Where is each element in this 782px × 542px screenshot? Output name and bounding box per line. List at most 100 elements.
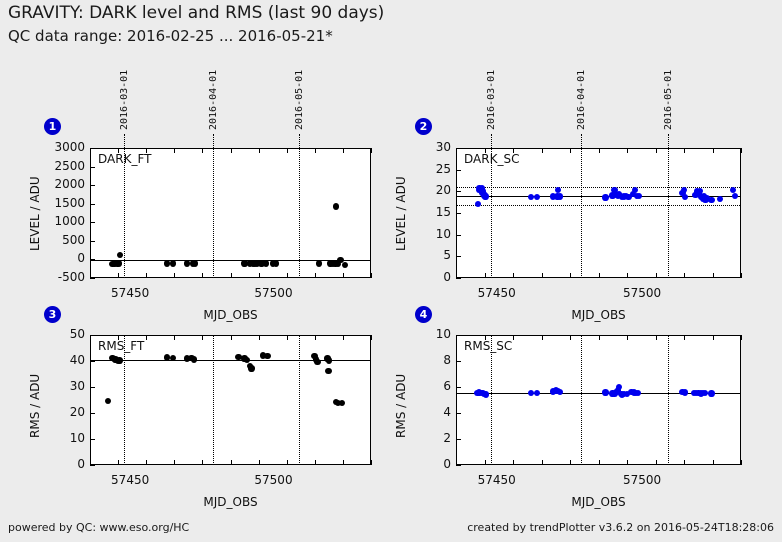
x-tick-mark [712, 335, 714, 340]
x-tick-mark [342, 335, 344, 340]
data-point [264, 352, 271, 359]
y-tick-mark [456, 169, 461, 171]
reference-line [91, 260, 370, 262]
data-point [325, 367, 332, 375]
data-point [235, 353, 242, 360]
x-tick-mark [598, 335, 600, 340]
y-tick-label: 5 [443, 248, 451, 263]
y-tick-label: 10 [69, 431, 85, 445]
x-tick-label: 57450 [111, 286, 150, 300]
data-point [634, 390, 642, 397]
x-tick-mark [286, 335, 288, 340]
x-tick-mark [371, 335, 372, 340]
x-tick-mark [286, 273, 288, 278]
data-point [334, 399, 342, 406]
month-guide-label: 2016-05-01 [294, 69, 306, 130]
x-tick-mark [146, 335, 148, 340]
data-point [682, 389, 689, 396]
x-tick-mark [174, 335, 176, 340]
x-tick-mark [627, 460, 628, 465]
y-tick-label: 30 [69, 379, 85, 393]
data-point [116, 357, 123, 364]
y-tick-mark [90, 222, 95, 224]
x-tick-mark [741, 148, 742, 153]
x-tick-mark [513, 335, 514, 340]
x-tick-mark [230, 273, 232, 278]
data-point [616, 383, 623, 390]
data-point [602, 389, 609, 396]
data-point [703, 195, 711, 202]
x-tick-mark [570, 335, 571, 340]
x-tick-mark [371, 460, 372, 465]
x-axis-label-2: MJD_OBS [571, 308, 626, 322]
plot-title-3: RMS_FT [98, 339, 145, 353]
x-tick-mark [684, 273, 685, 278]
x-tick-mark [655, 148, 657, 153]
data-point [682, 193, 689, 201]
y-tick-mark [90, 278, 95, 279]
month-guide-line [668, 335, 670, 465]
data-point [259, 352, 267, 359]
x-tick-mark [90, 273, 91, 278]
month-guide-line [490, 335, 492, 465]
data-point [191, 356, 198, 363]
month-guide-extension [581, 134, 583, 148]
x-tick-mark [230, 148, 232, 153]
y-tick-mark [90, 148, 95, 149]
x-tick-mark [230, 335, 232, 340]
x-tick-label: 57500 [254, 473, 293, 487]
x-tick-label: 57500 [623, 286, 662, 300]
month-guide-line [490, 148, 492, 278]
data-point [244, 356, 251, 364]
y-tick-mark [456, 191, 461, 193]
data-point [629, 190, 637, 198]
y-tick-label: 0 [77, 251, 85, 266]
reference-line [91, 360, 370, 362]
x-tick-mark [90, 460, 91, 465]
x-tick-label: 57450 [111, 473, 150, 487]
y-tick-mark [456, 148, 461, 149]
x-tick-mark [484, 335, 486, 340]
month-guide-line [299, 335, 301, 465]
y-tick-mark [90, 335, 95, 336]
data-point [337, 256, 344, 264]
sigma-line [457, 186, 740, 188]
x-tick-mark [712, 273, 714, 278]
x-tick-mark [258, 460, 260, 465]
panel-badge-3: 3 [44, 306, 61, 323]
x-tick-mark [118, 148, 120, 153]
y-tick-label: 30 [435, 140, 451, 154]
data-point [332, 203, 340, 210]
y-tick-mark [456, 256, 461, 258]
month-guide-line [299, 148, 301, 278]
plot-area-dark-sc [456, 148, 741, 278]
data-point [549, 193, 557, 200]
x-tick-mark [684, 460, 685, 465]
data-point [183, 260, 191, 267]
x-tick-mark [570, 273, 571, 278]
y-tick-label: 10 [435, 226, 451, 241]
y-tick-mark [90, 361, 95, 362]
y-tick-label: 500 [62, 232, 85, 247]
x-tick-label: 57450 [477, 473, 516, 487]
x-tick-mark [258, 335, 260, 340]
plot-canvas: 1 DARK_FT LEVEL / ADU MJD_OBS -500 0 500 1000 15… [0, 60, 782, 515]
data-point [625, 193, 632, 201]
month-guide-line [581, 335, 583, 465]
data-point [731, 192, 738, 199]
x-tick-mark [484, 148, 486, 153]
x-tick-mark [371, 273, 372, 278]
plot-area-rms-sc [456, 335, 741, 465]
data-point [680, 186, 688, 193]
data-point [478, 184, 486, 192]
month-guide-line [581, 148, 583, 278]
x-tick-mark [342, 460, 344, 465]
x-tick-mark [118, 273, 120, 278]
data-point [163, 354, 171, 361]
x-tick-mark [314, 273, 316, 278]
y-tick-label: 0 [443, 457, 451, 471]
y-tick-label: 25 [435, 161, 451, 176]
x-tick-label: 57500 [254, 286, 293, 300]
data-point [611, 186, 618, 194]
data-point [183, 355, 191, 362]
